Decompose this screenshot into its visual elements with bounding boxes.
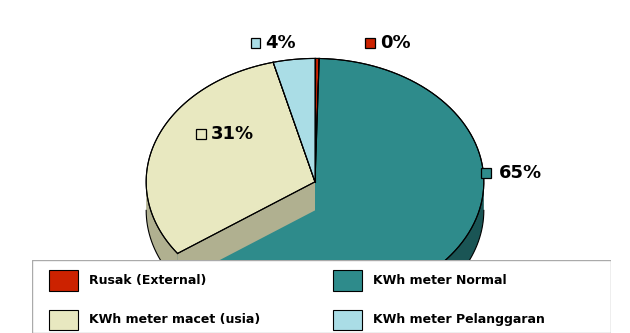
- FancyBboxPatch shape: [49, 270, 78, 290]
- Bar: [251, 38, 260, 48]
- Text: KWh meter macet (usia): KWh meter macet (usia): [89, 313, 261, 326]
- Text: 0%: 0%: [380, 34, 411, 52]
- FancyBboxPatch shape: [49, 310, 78, 330]
- Text: KWh meter Pelanggaran: KWh meter Pelanggaran: [374, 313, 546, 326]
- Polygon shape: [178, 182, 315, 282]
- FancyBboxPatch shape: [333, 270, 362, 290]
- Polygon shape: [273, 58, 315, 182]
- Polygon shape: [178, 184, 484, 333]
- Polygon shape: [146, 181, 178, 282]
- Bar: [196, 129, 206, 139]
- Bar: [481, 168, 491, 177]
- FancyBboxPatch shape: [333, 310, 362, 330]
- FancyBboxPatch shape: [32, 260, 611, 333]
- Bar: [365, 38, 375, 48]
- Text: Rusak (External): Rusak (External): [89, 274, 207, 287]
- Polygon shape: [315, 58, 319, 182]
- Polygon shape: [146, 62, 315, 253]
- Polygon shape: [178, 59, 484, 305]
- Text: KWh meter Normal: KWh meter Normal: [374, 274, 507, 287]
- Text: 4%: 4%: [266, 34, 296, 52]
- Text: 31%: 31%: [211, 125, 255, 143]
- Polygon shape: [178, 182, 315, 282]
- Text: 65%: 65%: [499, 164, 542, 182]
